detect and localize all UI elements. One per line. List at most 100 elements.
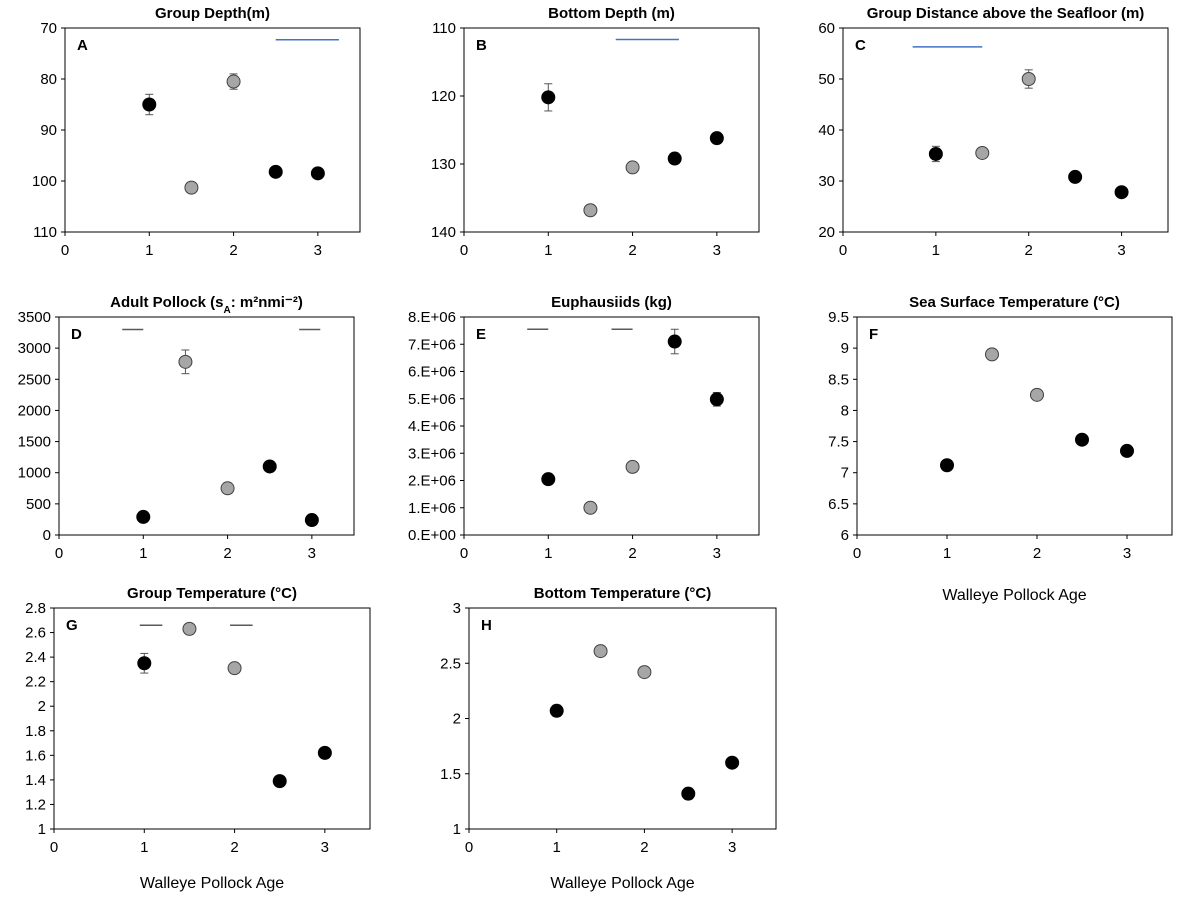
data-point xyxy=(262,459,277,474)
y-tick-label: 1000 xyxy=(18,465,51,482)
panel-label: B xyxy=(476,37,487,54)
x-axis-label: Walleye Pollock Age xyxy=(140,875,284,892)
x-tick-label: 1 xyxy=(140,839,148,856)
chart-title: Bottom Temperature (°C) xyxy=(534,585,711,602)
y-tick-label: 60 xyxy=(818,20,835,37)
x-tick-label: 0 xyxy=(839,242,847,259)
plot-frame xyxy=(53,607,371,830)
x-tick-label: 2 xyxy=(230,839,238,856)
data-point xyxy=(304,513,319,528)
y-tick-label: 9.5 xyxy=(828,309,849,326)
data-point xyxy=(1075,432,1089,447)
plot-frame xyxy=(842,27,1169,233)
x-tick-label: 0 xyxy=(460,545,468,562)
y-tick-label: 2.6 xyxy=(25,625,46,642)
y-tick-label: 80 xyxy=(40,71,57,88)
x-tick-label: 0 xyxy=(61,242,69,259)
y-tick-label: 20 xyxy=(818,224,835,241)
x-tick-label: 1 xyxy=(553,839,561,856)
y-tick-label: 120 xyxy=(431,88,456,105)
data-point xyxy=(310,166,325,181)
data-point xyxy=(136,509,151,524)
y-tick-label: 2 xyxy=(453,711,461,728)
panel-label: A xyxy=(77,37,88,54)
y-tick-label: 1.4 xyxy=(25,772,46,789)
plot-frame xyxy=(856,316,1173,536)
x-tick-label: 1 xyxy=(544,545,552,562)
y-tick-label: 50 xyxy=(818,71,835,88)
x-tick-label: 3 xyxy=(1123,545,1131,562)
y-tick-label: 1500 xyxy=(18,434,51,451)
panel-label: D xyxy=(71,326,82,343)
y-tick-label: 1.8 xyxy=(25,723,46,740)
y-tick-label: 1 xyxy=(38,821,46,838)
y-tick-label: 2500 xyxy=(18,371,51,388)
chart-title: Group Depth(m) xyxy=(155,5,270,22)
y-tick-label: 3500 xyxy=(18,309,51,326)
chart-title: Group Temperature (°C) xyxy=(127,585,297,602)
data-point xyxy=(625,459,640,474)
chart-title: Euphausiids (kg) xyxy=(551,294,672,311)
data-point xyxy=(583,203,598,218)
x-tick-label: 3 xyxy=(713,242,721,259)
y-tick-label: 6 xyxy=(841,527,849,544)
chart-panel-e: 0.E+00 1.E+06 2.E+06 3.E+06 4.E+06 5.E+06 6.E+… xyxy=(408,294,760,562)
x-tick-label: 2 xyxy=(1025,242,1033,259)
x-tick-label: 3 xyxy=(713,545,721,562)
y-tick-label: 3000 xyxy=(18,340,51,357)
panel-label: H xyxy=(481,617,492,634)
y-tick-label: 7.E+06 xyxy=(408,336,456,353)
data-point xyxy=(709,392,724,407)
y-tick-label: 1.5 xyxy=(440,766,461,783)
y-tick-label: 2.5 xyxy=(440,655,461,672)
y-tick-label: 1.6 xyxy=(25,747,46,764)
data-point xyxy=(549,703,564,718)
plot-frame xyxy=(463,316,760,536)
x-tick-label: 2 xyxy=(628,242,636,259)
data-point xyxy=(1120,443,1134,458)
chart-panel-c: 20 30 40 50 60 0 1 2 3 Group Distance above the S… xyxy=(818,5,1169,259)
data-point xyxy=(226,74,241,89)
x-tick-label: 1 xyxy=(932,242,940,259)
y-tick-label: 5.E+06 xyxy=(408,391,456,408)
data-point xyxy=(142,97,157,112)
plot-frame xyxy=(64,27,361,233)
data-point xyxy=(227,661,242,676)
chart-panel-f: 6 6.5 7 7.5 8 8.5 9 9.5 0 1 2 3 Sea Surface Temperat… xyxy=(828,294,1173,604)
data-point xyxy=(184,180,199,195)
x-tick-label: 1 xyxy=(145,242,153,259)
x-tick-label: 2 xyxy=(628,545,636,562)
x-tick-label: 2 xyxy=(223,545,231,562)
data-point xyxy=(1114,185,1129,200)
x-tick-label: 0 xyxy=(55,545,63,562)
chart-title: Sea Surface Temperature (°C) xyxy=(909,294,1120,311)
y-tick-label: 4.E+06 xyxy=(408,418,456,435)
y-tick-label: 7.5 xyxy=(828,434,849,451)
chart-title: Bottom Depth (m) xyxy=(548,5,675,22)
y-tick-label: 7 xyxy=(841,465,849,482)
data-point xyxy=(593,644,608,659)
data-point xyxy=(583,500,598,515)
y-tick-label: 1.2 xyxy=(25,796,46,813)
x-axis-label: Walleye Pollock Age xyxy=(550,875,694,892)
y-tick-label: 9 xyxy=(841,340,849,357)
chart-panel-d: 0 500 1000 1500 2000 2500 3000 3500 0 1 2 3 Adult Po… xyxy=(18,294,355,562)
data-point xyxy=(317,745,332,760)
data-point xyxy=(178,354,193,369)
y-tick-label: 2 xyxy=(38,698,46,715)
y-tick-label: 3.E+06 xyxy=(408,445,456,462)
x-tick-label: 0 xyxy=(460,242,468,259)
data-point xyxy=(940,458,954,473)
x-tick-label: 1 xyxy=(139,545,147,562)
x-tick-label: 0 xyxy=(465,839,473,856)
plot-frame xyxy=(58,316,355,536)
y-tick-label: 140 xyxy=(431,224,456,241)
panel-label: G xyxy=(66,617,78,634)
data-point xyxy=(625,160,640,175)
y-tick-label: 70 xyxy=(40,20,57,37)
x-axis-label: Walleye Pollock Age xyxy=(942,587,1086,604)
data-point xyxy=(272,774,287,789)
x-tick-label: 3 xyxy=(1117,242,1125,259)
